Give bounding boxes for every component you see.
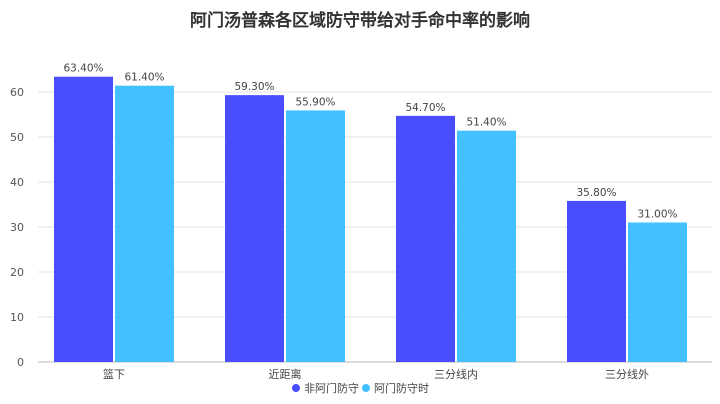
data-label: 59.30% (234, 81, 274, 93)
bar (396, 115, 455, 362)
chart-title: 阿门汤普森各区域防守带给对手命中率的影响 (190, 11, 530, 31)
bar (567, 200, 626, 362)
bar (54, 76, 113, 362)
y-tick-label: 40 (10, 176, 24, 189)
x-tick-label: 近距离 (269, 367, 302, 381)
x-tick-label: 篮下 (103, 367, 125, 381)
y-tick-label: 20 (10, 266, 24, 279)
bar (628, 222, 687, 362)
legend-item: 阿门防守时 (374, 381, 429, 395)
data-label: 55.90% (295, 96, 335, 108)
bar (286, 110, 345, 362)
y-tick-label: 30 (10, 221, 24, 234)
y-tick-label: 10 (10, 311, 24, 324)
y-tick-label: 0 (17, 356, 24, 369)
x-tick-label: 三分线内 (434, 367, 478, 381)
x-tick-label: 三分线外 (605, 367, 649, 381)
data-label: 63.40% (63, 63, 103, 75)
data-label: 54.70% (405, 102, 445, 114)
bar (457, 130, 516, 362)
data-label: 31.00% (637, 209, 677, 221)
legend-item: 非阿门防守 (304, 381, 359, 395)
y-tick-label: 60 (10, 86, 24, 99)
legend-marker (362, 384, 370, 392)
bar (225, 95, 284, 363)
legend-marker (292, 384, 300, 392)
data-label: 35.80% (576, 187, 616, 199)
bar (115, 85, 174, 362)
data-label: 61.40% (124, 72, 164, 84)
data-label: 51.40% (466, 117, 506, 129)
y-tick-label: 50 (10, 131, 24, 144)
